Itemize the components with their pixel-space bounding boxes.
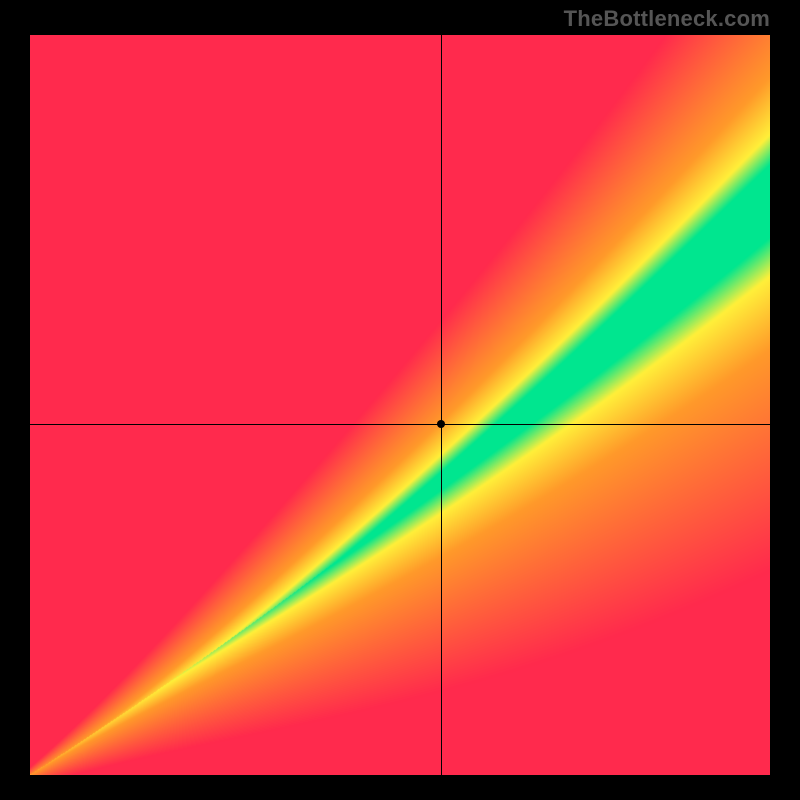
heatmap-canvas bbox=[30, 35, 770, 775]
attribution-label: TheBottleneck.com bbox=[564, 6, 770, 32]
crosshair-horizontal bbox=[30, 424, 770, 425]
crosshair-vertical bbox=[441, 35, 442, 775]
marker-dot bbox=[437, 420, 445, 428]
plot-area bbox=[30, 35, 770, 775]
chart-container: TheBottleneck.com bbox=[0, 0, 800, 800]
